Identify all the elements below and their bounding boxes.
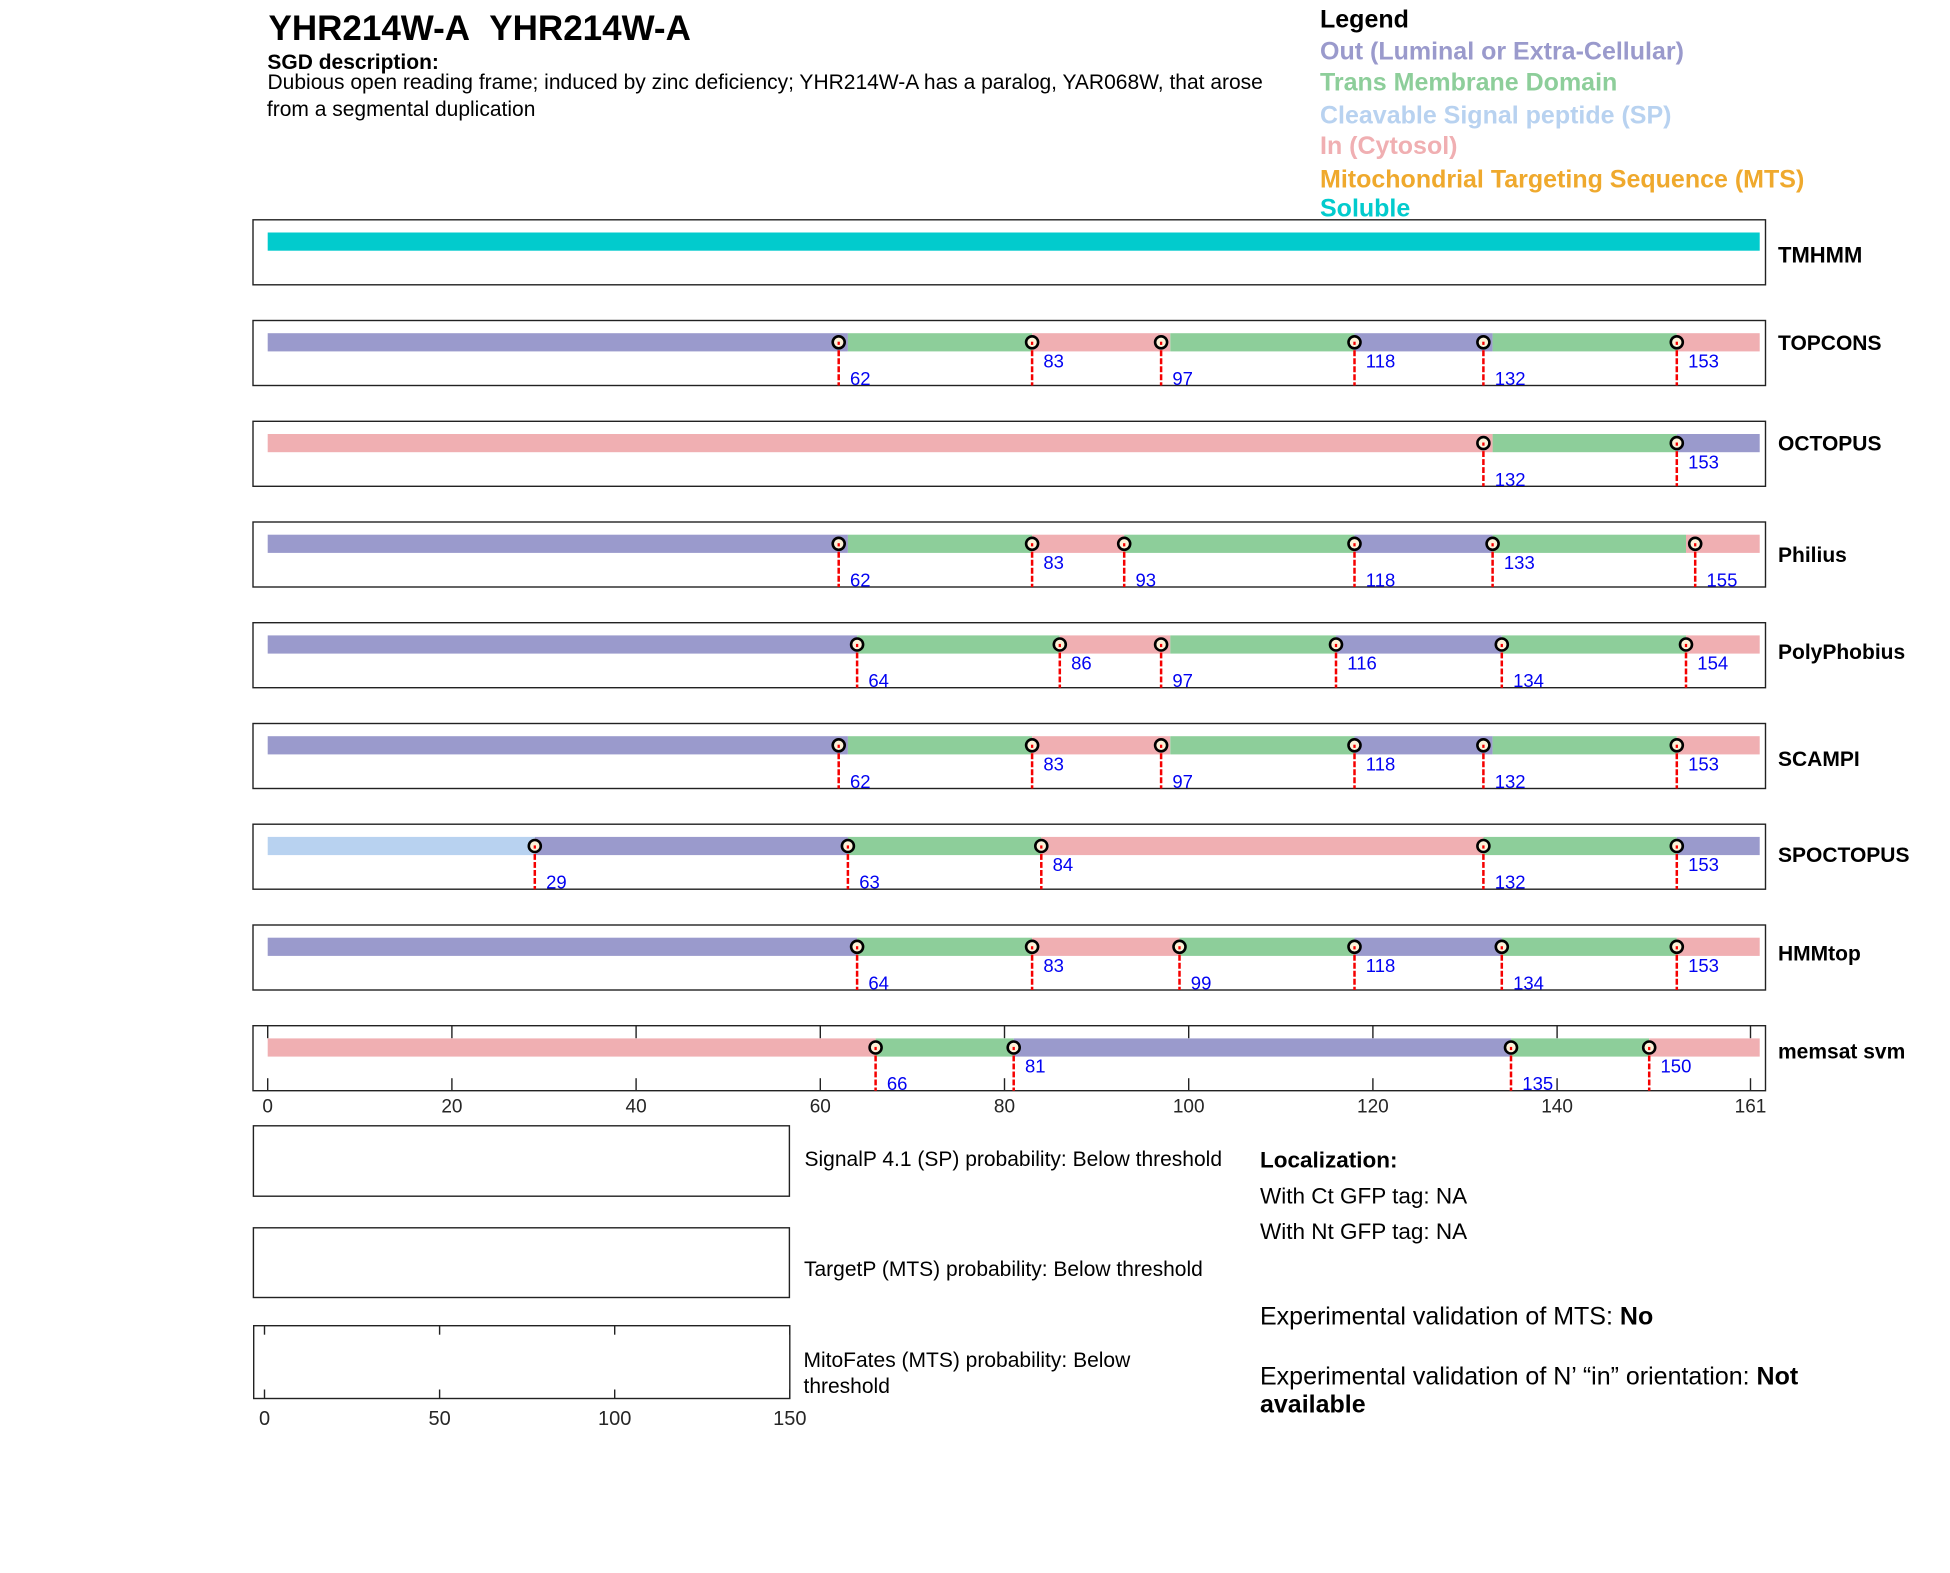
svg-text:HMMtop: HMMtop — [1778, 943, 1861, 966]
svg-text:153: 153 — [1688, 955, 1719, 976]
svg-text:Trans Membrane Domain: Trans Membrane Domain — [1320, 69, 1617, 97]
svg-text:81: 81 — [1025, 1056, 1046, 1077]
svg-text:29: 29 — [546, 872, 567, 893]
svg-text:154: 154 — [1697, 653, 1728, 674]
svg-text:40: 40 — [626, 1097, 647, 1118]
svg-text:93: 93 — [1136, 570, 1157, 591]
svg-text:118: 118 — [1366, 955, 1396, 976]
svg-text:Philius: Philius — [1778, 544, 1847, 567]
svg-text:20: 20 — [441, 1097, 462, 1118]
svg-text:80: 80 — [994, 1097, 1015, 1118]
svg-text:86: 86 — [1071, 653, 1092, 674]
svg-text:64: 64 — [868, 670, 889, 691]
svg-text:132: 132 — [1495, 469, 1526, 490]
svg-text:TargetP (MTS) probability: Bel: TargetP (MTS) probability: Below thresho… — [804, 1258, 1203, 1281]
svg-text:Experimental validation of MTS: Experimental validation of MTS: No — [1260, 1303, 1653, 1331]
svg-text:153: 153 — [1688, 351, 1719, 372]
svg-text:In (Cytosol): In (Cytosol) — [1320, 132, 1458, 160]
svg-text:140: 140 — [1541, 1097, 1573, 1118]
svg-text:134: 134 — [1513, 670, 1544, 691]
svg-text:150: 150 — [1661, 1056, 1692, 1077]
svg-text:84: 84 — [1053, 854, 1074, 875]
svg-text:100: 100 — [598, 1408, 631, 1430]
svg-text:With Nt GFP tag: NA: With Nt GFP tag: NA — [1260, 1219, 1467, 1244]
svg-text:from a segmental duplication: from a segmental duplication — [267, 98, 535, 121]
svg-text:MitoFates (MTS) probability: B: MitoFates (MTS) probability: Below — [804, 1349, 1132, 1372]
svg-text:83: 83 — [1043, 351, 1064, 372]
svg-text:threshold: threshold — [804, 1375, 890, 1398]
svg-text:SGD description:: SGD description: — [267, 51, 439, 74]
svg-text:62: 62 — [850, 368, 871, 389]
svg-text:PolyPhobius: PolyPhobius — [1778, 641, 1905, 664]
svg-text:TOPCONS: TOPCONS — [1778, 332, 1881, 355]
svg-text:132: 132 — [1495, 771, 1526, 792]
svg-text:132: 132 — [1495, 368, 1526, 389]
svg-text:memsat svm: memsat svm — [1778, 1041, 1905, 1064]
svg-text:SPOCTOPUS: SPOCTOPUS — [1778, 844, 1909, 867]
svg-text:available: available — [1260, 1390, 1366, 1418]
svg-text:Experimental validation of N’: Experimental validation of N’ “in” orien… — [1260, 1363, 1799, 1391]
svg-text:116: 116 — [1347, 653, 1377, 674]
svg-text:118: 118 — [1366, 351, 1396, 372]
svg-text:153: 153 — [1688, 754, 1719, 775]
svg-text:66: 66 — [887, 1073, 908, 1094]
svg-text:OCTOPUS: OCTOPUS — [1778, 432, 1881, 455]
svg-text:118: 118 — [1366, 754, 1396, 775]
svg-text:SCAMPI: SCAMPI — [1778, 748, 1860, 771]
svg-text:60: 60 — [810, 1097, 831, 1118]
svg-text:135: 135 — [1522, 1073, 1553, 1094]
svg-text:SignalP 4.1 (SP) probability:: SignalP 4.1 (SP) probability: Below thre… — [805, 1148, 1223, 1171]
svg-text:0: 0 — [262, 1097, 273, 1118]
svg-text:118: 118 — [1366, 570, 1396, 591]
svg-text:62: 62 — [850, 771, 871, 792]
svg-text:0: 0 — [259, 1408, 270, 1430]
svg-text:TMHMM: TMHMM — [1778, 243, 1862, 268]
svg-text:150: 150 — [773, 1408, 806, 1430]
svg-text:134: 134 — [1513, 973, 1544, 994]
svg-text:64: 64 — [868, 973, 889, 994]
svg-text:133: 133 — [1504, 552, 1535, 573]
svg-text:Dubious open reading frame; in: Dubious open reading frame; induced by z… — [268, 71, 1263, 94]
svg-text:161: 161 — [1735, 1097, 1767, 1118]
svg-text:99: 99 — [1191, 973, 1212, 994]
svg-text:Out (Luminal or Extra-Cellular: Out (Luminal or Extra-Cellular) — [1320, 38, 1684, 66]
svg-text:100: 100 — [1173, 1097, 1205, 1118]
svg-text:83: 83 — [1043, 754, 1064, 775]
svg-text:155: 155 — [1707, 570, 1738, 591]
svg-text:63: 63 — [859, 872, 880, 893]
svg-text:153: 153 — [1688, 451, 1719, 472]
svg-text:YHR214W-A: YHR214W-A — [269, 9, 471, 48]
svg-text:83: 83 — [1043, 552, 1064, 573]
svg-text:Cleavable Signal peptide (SP): Cleavable Signal peptide (SP) — [1320, 101, 1671, 129]
svg-text:Legend: Legend — [1320, 5, 1409, 33]
svg-text:97: 97 — [1172, 670, 1193, 691]
svg-text:97: 97 — [1172, 771, 1193, 792]
svg-text:97: 97 — [1172, 368, 1193, 389]
svg-text:50: 50 — [428, 1408, 450, 1430]
svg-text:Soluble: Soluble — [1320, 195, 1410, 223]
svg-text:62: 62 — [850, 570, 871, 591]
svg-text:Mitochondrial Targeting Sequen: Mitochondrial Targeting Sequence (MTS) — [1320, 165, 1804, 193]
svg-text:120: 120 — [1357, 1097, 1389, 1118]
svg-text:With Ct GFP tag: NA: With Ct GFP tag: NA — [1260, 1184, 1467, 1209]
svg-text:132: 132 — [1495, 872, 1526, 893]
svg-text:153: 153 — [1688, 854, 1719, 875]
svg-text:83: 83 — [1043, 955, 1064, 976]
svg-text:Localization:: Localization: — [1260, 1147, 1398, 1172]
svg-text:YHR214W-A: YHR214W-A — [489, 9, 691, 48]
